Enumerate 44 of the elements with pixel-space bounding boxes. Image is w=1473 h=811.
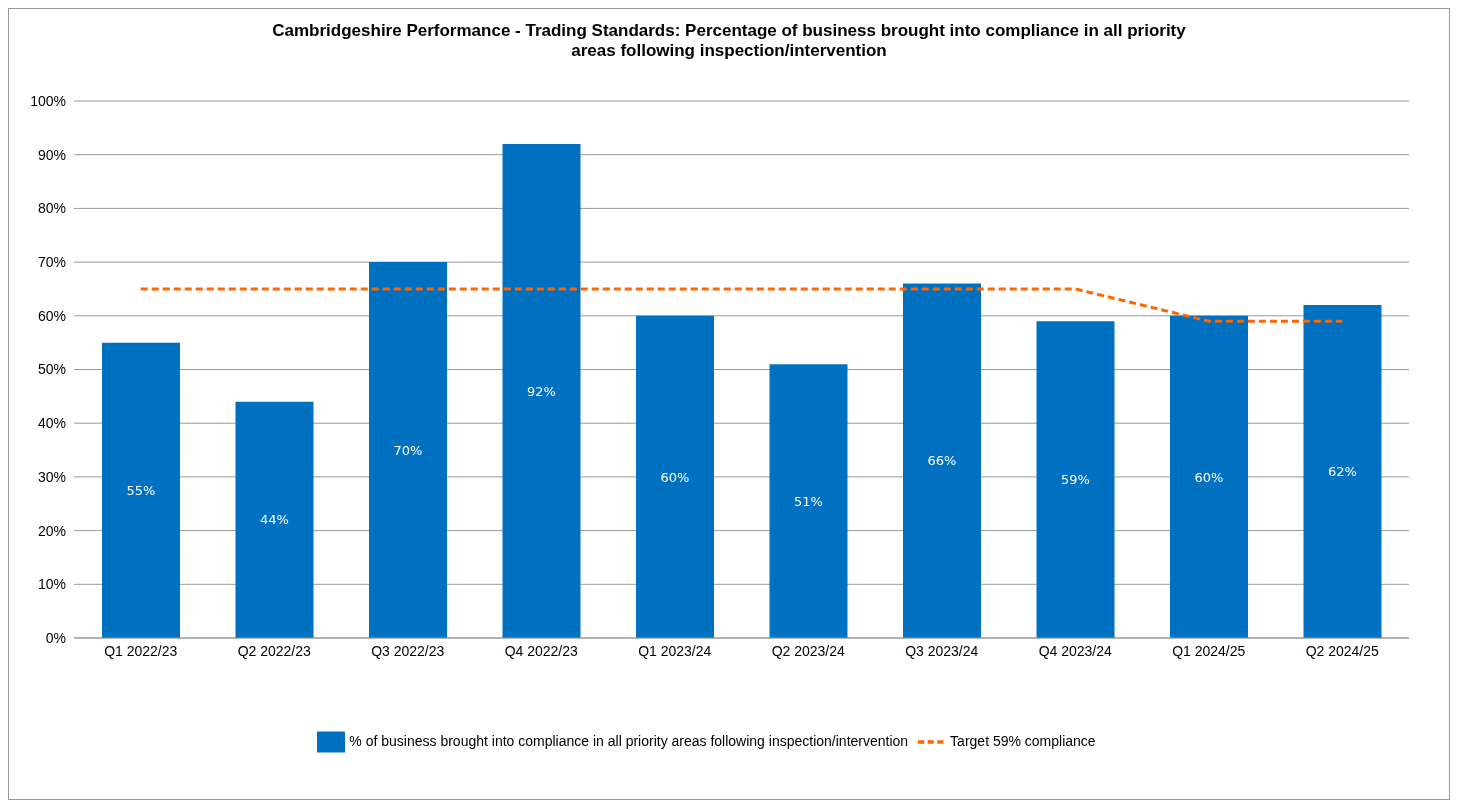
data-label: 60% xyxy=(1194,469,1224,485)
data-label: 59% xyxy=(1061,472,1090,488)
y-tick-label: 60% xyxy=(37,307,66,324)
x-tick-label: Q3 2022/23 xyxy=(371,642,445,659)
data-label: 70% xyxy=(393,442,423,458)
x-tick-label: Q3 2023/24 xyxy=(905,642,979,659)
data-label: 44% xyxy=(260,512,289,528)
x-tick-label: Q4 2022/23 xyxy=(504,642,579,659)
x-tick-label: Q4 2023/24 xyxy=(1038,642,1113,659)
y-tick-label: 50% xyxy=(37,361,66,378)
y-tick-label: 0% xyxy=(45,629,66,646)
data-label: 66% xyxy=(927,453,957,469)
bar xyxy=(903,283,981,638)
bar xyxy=(1170,315,1248,638)
y-tick-label: 30% xyxy=(37,468,66,485)
y-tick-label: 20% xyxy=(37,522,66,539)
data-label: 51% xyxy=(794,493,823,509)
y-tick-label: 90% xyxy=(37,146,66,163)
bar xyxy=(369,262,447,638)
bar xyxy=(1036,321,1115,638)
x-tick-label: Q2 2024/25 xyxy=(1305,642,1380,659)
y-tick-label: 100% xyxy=(30,92,66,109)
legend-label: Target 59% compliance xyxy=(950,732,1096,749)
bar xyxy=(769,364,848,638)
y-tick-label: 70% xyxy=(37,254,66,271)
x-tick-label: Q1 2022/23 xyxy=(104,642,178,659)
y-tick-label: 40% xyxy=(37,415,66,432)
bar xyxy=(636,315,714,638)
data-label: 60% xyxy=(660,469,690,485)
x-tick-label: Q2 2023/24 xyxy=(771,642,846,659)
data-label: 55% xyxy=(126,482,156,498)
bar xyxy=(235,401,314,638)
bar xyxy=(502,143,581,638)
bar xyxy=(102,342,180,638)
x-tick-label: Q2 2022/23 xyxy=(237,642,312,659)
x-tick-label: Q1 2023/24 xyxy=(638,642,712,659)
data-label: 92% xyxy=(527,383,556,399)
legend-label: % of business brought into compliance in all priority areas following inspection/intervention xyxy=(349,732,909,749)
bar xyxy=(1303,305,1382,638)
y-tick-label: 10% xyxy=(37,576,66,593)
chart-title: Cambridgeshire Performance - Trading Standards: Percentage of business brought into compliance in all priority areas following inspection/intervention xyxy=(271,20,1187,61)
data-label: 62% xyxy=(1328,464,1357,480)
y-tick-label: 80% xyxy=(37,200,66,217)
x-tick-label: Q1 2024/25 xyxy=(1172,642,1246,659)
